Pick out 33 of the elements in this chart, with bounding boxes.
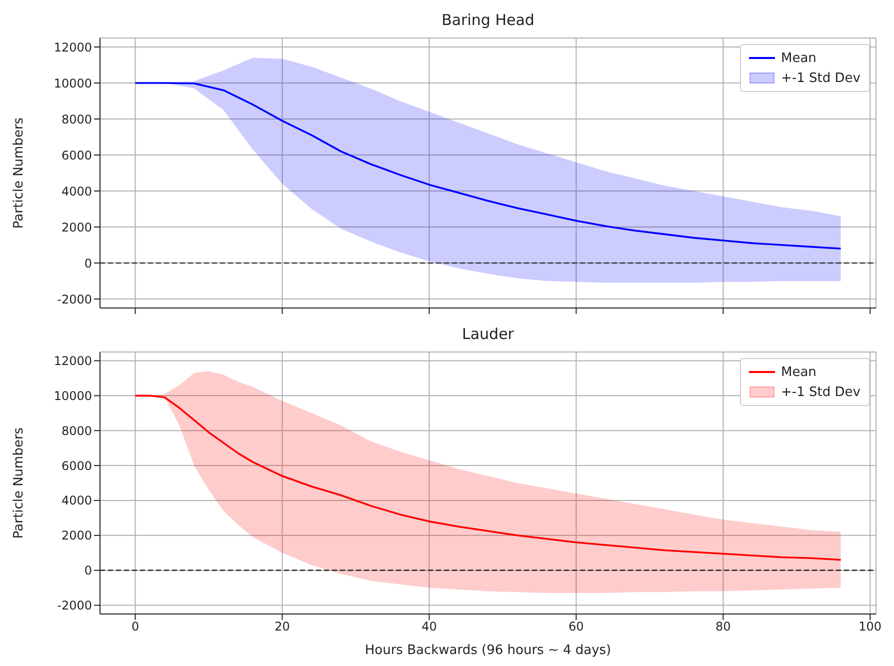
x-axis-title: Hours Backwards (96 hours ~ 4 days)	[364, 643, 612, 658]
y-axis-title: Particle Numbers	[12, 117, 27, 229]
y-tick-label: 12000	[54, 354, 92, 368]
y-tick-label: 10000	[54, 388, 92, 403]
line-series	[134, 82, 842, 250]
y-tick-label: 0	[84, 256, 92, 270]
x-tick-label: 60	[568, 620, 584, 634]
x-tick-label: 20	[274, 620, 290, 634]
y-tick-label: 4000	[61, 184, 92, 198]
y-tick-label: 8000	[61, 112, 92, 126]
y-axis-title: Particle Numbers	[12, 427, 27, 539]
chart-title: Lauder	[461, 324, 515, 345]
x-tick-label: 100	[858, 620, 882, 634]
y-tick-label: 4000	[61, 494, 92, 508]
y-tick-label: 6000	[61, 148, 92, 162]
legend-label: Mean	[781, 364, 816, 380]
y-tick-label: 2000	[61, 220, 92, 234]
y-tick-label: 2000	[61, 528, 92, 543]
annotation: +-1 Std Dev	[781, 70, 860, 86]
legend-label: Mean	[781, 50, 816, 66]
y-tick-label: 6000	[61, 458, 92, 473]
annotation: +-1 Std Dev	[781, 384, 860, 400]
y-tick-label: 0	[84, 564, 92, 578]
x-tick-label: 80	[716, 620, 731, 634]
y-tick-label: -2000	[57, 292, 92, 306]
x-tick-label: 40	[422, 620, 437, 634]
x-tick-label: 0	[131, 620, 140, 634]
line-series	[134, 394, 842, 561]
chart-title: Baring Head	[440, 10, 536, 31]
y-tick-label: -2000	[57, 598, 92, 613]
y-tick-label: 10000	[54, 76, 92, 90]
y-tick-label: 12000	[54, 40, 92, 54]
y-tick-label: 8000	[61, 424, 92, 438]
